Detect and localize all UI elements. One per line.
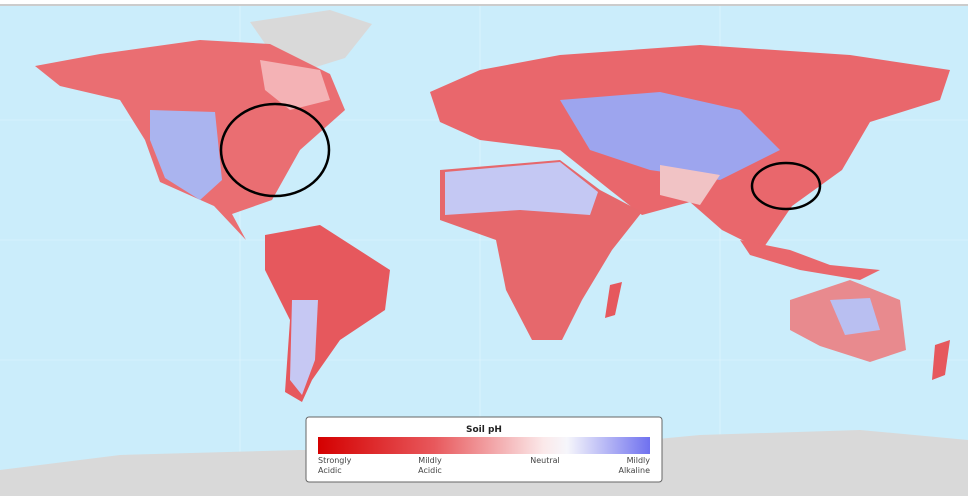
legend-label: Strongly — [318, 456, 352, 465]
australia-interior — [830, 298, 880, 335]
islands — [740, 240, 880, 280]
legend-label: Mildly — [418, 456, 442, 465]
central-asia — [560, 92, 780, 180]
madagascar — [605, 282, 622, 318]
legend-label: Mildly — [627, 456, 651, 465]
south-america-south — [290, 300, 318, 395]
legend-label: Alkaline — [618, 466, 650, 475]
annotation-circle — [219, 102, 331, 198]
legend-label: Acidic — [418, 466, 442, 475]
annotation-circle — [750, 161, 822, 211]
south-asia — [660, 165, 720, 205]
north-america-west — [150, 110, 222, 200]
legend-title: Soil pH — [466, 425, 502, 435]
legend: Soil pH — [305, 416, 663, 483]
north-america-east — [260, 60, 330, 110]
sahara — [445, 162, 598, 215]
new-zealand — [932, 340, 950, 380]
color-ramp — [318, 437, 650, 454]
legend-label: Acidic — [318, 466, 342, 475]
legend-label: Neutral — [530, 456, 560, 465]
